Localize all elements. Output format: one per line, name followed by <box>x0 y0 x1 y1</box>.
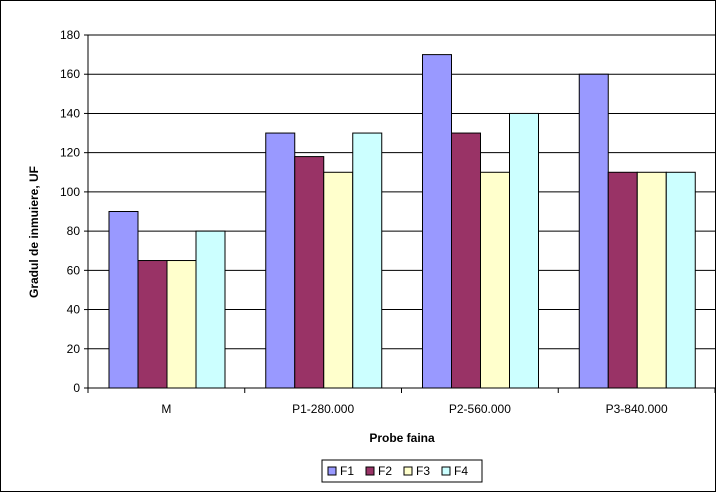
bar-f2 <box>137 260 168 389</box>
y-axis-title: Gradul de inmuiere, UF <box>27 166 41 298</box>
legend-box <box>321 459 483 483</box>
y-tick-label: 180 <box>60 28 80 42</box>
legend-label: F2 <box>378 464 392 478</box>
y-tick-label: 120 <box>60 146 80 160</box>
x-tick-label: P2-560.000 <box>449 402 511 416</box>
x-tick-label: P1-280.000 <box>292 402 354 416</box>
legend-swatch-f4 <box>441 466 451 476</box>
legend-swatch-f2 <box>365 466 375 476</box>
y-tick-label: 160 <box>60 67 80 81</box>
bar-f2 <box>294 156 325 389</box>
bars <box>108 54 696 389</box>
legend-label: F3 <box>416 464 430 478</box>
bar-f4 <box>195 230 226 389</box>
x-tick-labels: M P1-280.000 P2-560.000 P3-840.000 <box>161 402 668 416</box>
x-axis-title: Probe faina <box>369 431 435 445</box>
y-tick-label: 0 <box>73 381 80 395</box>
bar-f4 <box>665 171 696 389</box>
bar-f2 <box>451 132 481 389</box>
bar-f3 <box>166 260 197 389</box>
y-tick-label: 60 <box>67 263 81 277</box>
legend: F1 F2 F3 F4 <box>321 459 483 483</box>
bar-f1 <box>578 73 609 389</box>
y-tick-label: 140 <box>60 106 80 120</box>
legend-swatch-f1 <box>327 466 337 476</box>
axes <box>84 34 716 393</box>
x-tick-label: P3-840.000 <box>606 402 668 416</box>
y-tick-labels: 0 20 40 60 80 100 120 140 160 180 <box>60 28 80 395</box>
bar-f2 <box>607 171 638 389</box>
y-tick-label: 100 <box>60 185 80 199</box>
x-tick-label: M <box>161 402 171 416</box>
legend-swatch-f3 <box>403 466 413 476</box>
bar-f1 <box>108 211 139 389</box>
bar-f4 <box>509 112 539 389</box>
bar-f3 <box>480 171 510 389</box>
y-tick-label: 80 <box>67 224 81 238</box>
bar-f1 <box>265 132 296 389</box>
bar-f3 <box>636 171 667 389</box>
legend-label: F4 <box>454 464 468 478</box>
bar-f4 <box>352 132 383 389</box>
bar-f1 <box>422 54 452 389</box>
legend-label: F1 <box>340 464 354 478</box>
bar-f3 <box>323 171 354 389</box>
y-tick-label: 40 <box>67 303 81 317</box>
y-tick-label: 20 <box>67 342 81 356</box>
